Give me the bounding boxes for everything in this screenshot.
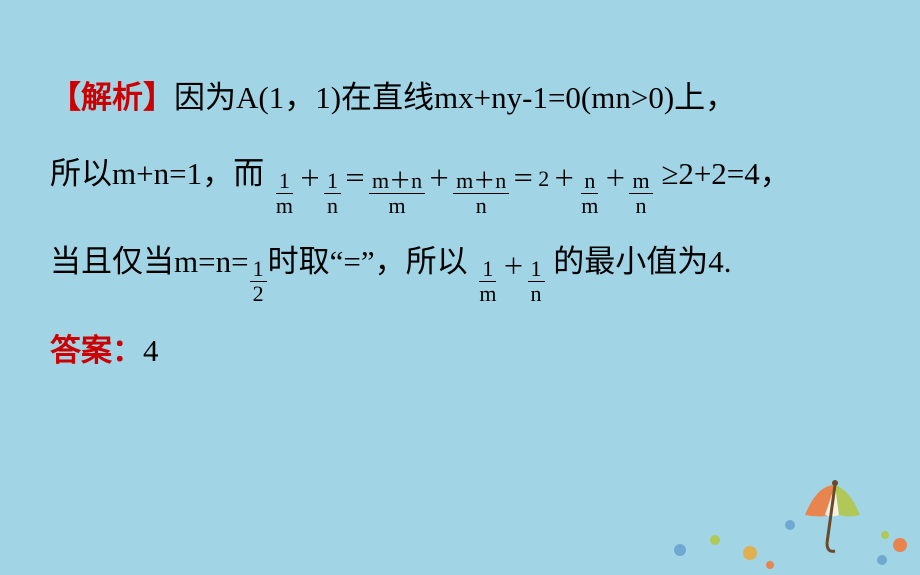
line-answer: 答案： 4 (50, 323, 870, 379)
line-analysis-1: 【解析】 因为A(1，1)在直线mx+ny-1=0(mn>0)上， (50, 70, 870, 126)
line3-mid: 时取“=”，所以 (268, 234, 468, 290)
line2-suffix: ≥2+2=4， (661, 146, 790, 202)
frac-1-over-m: 1 m (273, 169, 296, 218)
frac-m-over-n: m n (629, 169, 652, 218)
answer-value: 4 (143, 323, 159, 379)
frac-one-half: 1 2 (250, 257, 267, 306)
analysis-tag: 【解析】 (50, 70, 174, 126)
frac-1-over-m-b: 1 m (476, 257, 499, 306)
line3-suffix: 的最小值为4. (553, 234, 731, 290)
frac-1-over-n: 1 n (324, 169, 341, 218)
frac-mn-over-m: m＋n m (369, 169, 425, 218)
line-analysis-2: 所以m+n=1，而 1 m ＋ 1 n ＝ m＋n m ＋ m＋n n ＝ 2 … (50, 146, 870, 214)
frac-n-over-m: n m (578, 169, 601, 218)
line3-prefix: 当且仅当m=n= (50, 234, 249, 290)
corner-decoration (620, 465, 920, 575)
frac-mn-over-n: m＋n n (453, 169, 509, 218)
line-analysis-3: 当且仅当m=n= 1 2 时取“=”，所以 1 m ＋ 1 n 的最小值为4. (50, 234, 870, 302)
answer-tag: 答案： (50, 323, 143, 379)
line1-text: 因为A(1，1)在直线mx+ny-1=0(mn>0)上， (174, 70, 736, 126)
frac-1-over-n-b: 1 n (528, 257, 545, 306)
line2-prefix: 所以m+n=1，而 (50, 146, 264, 202)
